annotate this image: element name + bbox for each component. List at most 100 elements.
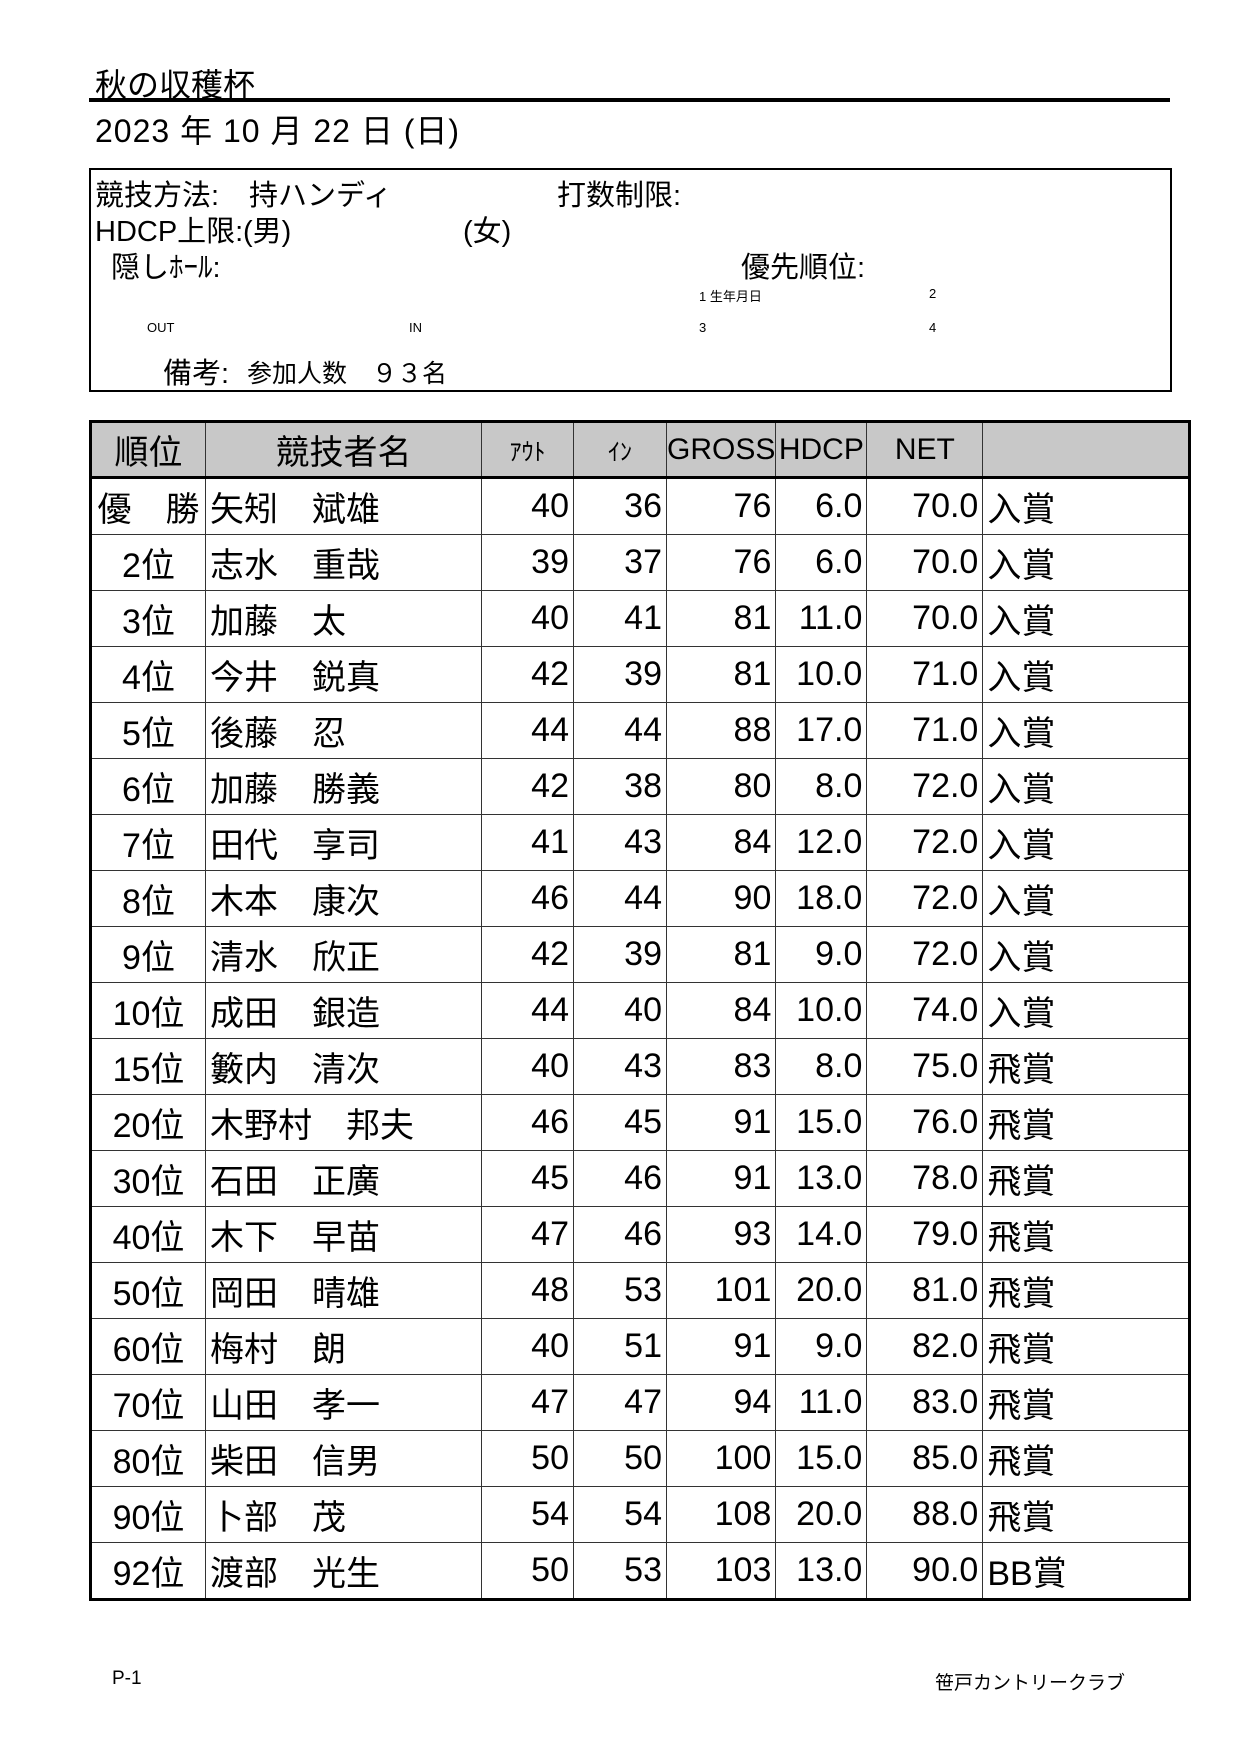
col-gross: GROSS (665, 421, 777, 479)
priority-3: 3 (699, 320, 707, 335)
player-name-cell: 木野村 邦夫 (205, 1094, 482, 1151)
net-cell: 75.0 (866, 1038, 984, 1095)
in-score-cell: 53 (573, 1542, 667, 1600)
table-row: 9位 清水 欣正 42 39 81 9.0 72.0 入賞 (90, 926, 1191, 983)
net-cell: 70.0 (866, 534, 984, 591)
net-cell: 70.0 (866, 477, 984, 535)
net-cell: 78.0 (866, 1150, 984, 1207)
table-row: 70位 山田 孝一 47 47 94 11.0 83.0 飛賞 (90, 1374, 1191, 1431)
method-label: 競技方法: (95, 180, 220, 212)
gross-cell: 91 (665, 1150, 777, 1207)
table-row: 10位 成田 銀造 44 40 84 10.0 74.0 入賞 (90, 982, 1191, 1039)
player-name-cell: 田代 享司 (205, 814, 482, 871)
gross-cell: 91 (665, 1318, 777, 1375)
player-name-cell: 成田 銀造 (205, 982, 482, 1039)
player-name-cell: 渡部 光生 (205, 1542, 482, 1600)
hdcp-cell: 12.0 (775, 814, 868, 871)
out-score-cell: 44 (481, 702, 574, 759)
hdcp-female: (女) (463, 216, 512, 248)
in-score-cell: 45 (573, 1094, 667, 1151)
net-cell: 72.0 (866, 870, 984, 927)
player-name-cell: 梅村 朗 (205, 1318, 482, 1375)
out-score-cell: 40 (481, 1038, 574, 1095)
table-row: 2位 志水 重哉 39 37 76 6.0 70.0 入賞 (90, 534, 1191, 591)
net-cell: 70.0 (866, 590, 984, 647)
gross-cell: 101 (665, 1262, 777, 1319)
net-cell: 90.0 (866, 1542, 984, 1600)
gross-cell: 80 (665, 758, 777, 815)
remarks-label: 備考: (163, 358, 230, 390)
gross-cell: 103 (665, 1542, 777, 1600)
player-name-cell: 加藤 勝義 (205, 758, 482, 815)
out-score-cell: 47 (481, 1206, 574, 1263)
page-number: P-1 (112, 1668, 142, 1689)
award-cell: 入賞 (982, 926, 1191, 983)
hdcp-limit-label: HDCP上限: (95, 216, 244, 248)
table-row: 8位 木本 康次 46 44 90 18.0 72.0 入賞 (90, 870, 1191, 927)
in-score-cell: 36 (573, 477, 667, 535)
out-score-cell: 42 (481, 758, 574, 815)
out-score-cell: 50 (481, 1430, 574, 1487)
net-cell: 88.0 (866, 1486, 984, 1543)
hdcp-cell: 10.0 (775, 982, 868, 1039)
in-score-cell: 37 (573, 534, 667, 591)
out-score-cell: 41 (481, 814, 574, 871)
results-table: 順位 競技者名 ｱｳﾄ ｲﾝ GROSS HDCP NET 優 勝矢矧 斌雄 40… (89, 420, 1192, 1601)
stroke-limit-label: 打数制限: (557, 180, 682, 212)
hdcp-cell: 20.0 (775, 1486, 868, 1543)
col-out: ｱｳﾄ (481, 421, 574, 479)
in-label: IN (409, 320, 422, 335)
net-cell: 71.0 (866, 646, 984, 703)
col-hdcp: HDCP (775, 421, 868, 479)
gross-cell: 90 (665, 870, 777, 927)
player-name-cell: 後藤 忍 (205, 702, 482, 759)
in-score-cell: 46 (573, 1206, 667, 1263)
hdcp-cell: 9.0 (775, 1318, 868, 1375)
hdcp-cell: 17.0 (775, 702, 868, 759)
player-name-cell: 木下 早苗 (205, 1206, 482, 1263)
hdcp-cell: 9.0 (775, 926, 868, 983)
player-name-cell: 岡田 晴雄 (205, 1262, 482, 1319)
net-cell: 76.0 (866, 1094, 984, 1151)
gross-cell: 76 (665, 477, 777, 535)
rank-cell: 60位 (90, 1318, 206, 1375)
gross-cell: 108 (665, 1486, 777, 1543)
gross-cell: 100 (665, 1430, 777, 1487)
hdcp-cell: 18.0 (775, 870, 868, 927)
rank-cell: 2位 (90, 534, 206, 591)
col-name: 競技者名 (205, 421, 482, 479)
award-cell: 入賞 (982, 870, 1191, 927)
hdcp-cell: 15.0 (775, 1430, 868, 1487)
table-row: 7位 田代 享司 41 43 84 12.0 72.0 入賞 (90, 814, 1191, 871)
gross-cell: 84 (665, 982, 777, 1039)
award-cell: 飛賞 (982, 1486, 1191, 1543)
table-row: 優 勝矢矧 斌雄 40 36 76 6.0 70.0 入賞 (90, 477, 1191, 535)
hdcp-cell: 14.0 (775, 1206, 868, 1263)
table-row: 80位 柴田 信男 50 50 100 15.0 85.0 飛賞 (90, 1430, 1191, 1487)
in-score-cell: 39 (573, 926, 667, 983)
award-cell: 入賞 (982, 590, 1191, 647)
hdcp-male: (男) (243, 216, 292, 248)
page-title: 秋の収穫杯 (95, 67, 256, 103)
gross-cell: 94 (665, 1374, 777, 1431)
player-name-cell: 加藤 太 (205, 590, 482, 647)
award-cell: 飛賞 (982, 1430, 1191, 1487)
award-cell: 飛賞 (982, 1094, 1191, 1151)
priority-1: 1 生年月日 (699, 289, 762, 304)
out-score-cell: 45 (481, 1150, 574, 1207)
rank-cell: 5位 (90, 702, 206, 759)
rank-cell: 40位 (90, 1206, 206, 1263)
gross-cell: 91 (665, 1094, 777, 1151)
table-row: 90位 卜部 茂 54 54 108 20.0 88.0 飛賞 (90, 1486, 1191, 1543)
rank-cell: 80位 (90, 1430, 206, 1487)
rank-cell: 50位 (90, 1262, 206, 1319)
priority-2: 2 (929, 286, 937, 301)
table-row: 30位 石田 正廣 45 46 91 13.0 78.0 飛賞 (90, 1150, 1191, 1207)
in-score-cell: 46 (573, 1150, 667, 1207)
player-name-cell: 矢矧 斌雄 (205, 477, 482, 535)
net-cell: 83.0 (866, 1374, 984, 1431)
gross-cell: 88 (665, 702, 777, 759)
table-row: 5位 後藤 忍 44 44 88 17.0 71.0 入賞 (90, 702, 1191, 759)
rank-cell: 7位 (90, 814, 206, 871)
player-name-cell: 志水 重哉 (205, 534, 482, 591)
